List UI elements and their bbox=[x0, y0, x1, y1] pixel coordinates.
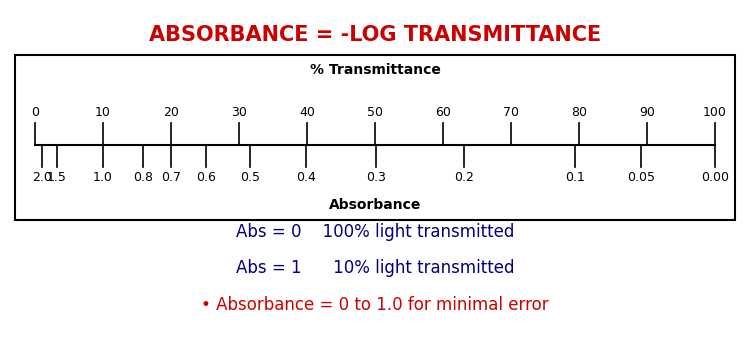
Text: 0.3: 0.3 bbox=[366, 171, 386, 184]
Text: 80: 80 bbox=[571, 106, 587, 119]
Text: 0.6: 0.6 bbox=[196, 171, 216, 184]
Text: 2.0: 2.0 bbox=[32, 171, 52, 184]
Text: 0.4: 0.4 bbox=[296, 171, 316, 184]
Text: 0.2: 0.2 bbox=[454, 171, 474, 184]
Text: 20: 20 bbox=[163, 106, 179, 119]
Text: 1.5: 1.5 bbox=[46, 171, 67, 184]
Text: 90: 90 bbox=[639, 106, 655, 119]
Text: 100: 100 bbox=[703, 106, 727, 119]
Text: 70: 70 bbox=[503, 106, 519, 119]
Text: % Transmittance: % Transmittance bbox=[310, 63, 440, 77]
Text: • Absorbance = 0 to 1.0 for minimal error: • Absorbance = 0 to 1.0 for minimal erro… bbox=[201, 296, 549, 314]
Text: 10: 10 bbox=[95, 106, 111, 119]
Text: 0.05: 0.05 bbox=[627, 171, 655, 184]
Text: Absorbance: Absorbance bbox=[328, 198, 422, 212]
Text: Abs = 0    100% light transmitted: Abs = 0 100% light transmitted bbox=[236, 223, 514, 241]
Text: 0.8: 0.8 bbox=[133, 171, 153, 184]
Text: 40: 40 bbox=[299, 106, 315, 119]
Text: ABSORBANCE = -LOG TRANSMITTANCE: ABSORBANCE = -LOG TRANSMITTANCE bbox=[148, 25, 602, 45]
Text: 0.1: 0.1 bbox=[566, 171, 585, 184]
Text: 0.5: 0.5 bbox=[240, 171, 260, 184]
Text: 0.7: 0.7 bbox=[160, 171, 181, 184]
Text: 1.0: 1.0 bbox=[93, 171, 113, 184]
Text: 50: 50 bbox=[367, 106, 383, 119]
Text: 0.00: 0.00 bbox=[701, 171, 729, 184]
Text: Abs = 1      10% light transmitted: Abs = 1 10% light transmitted bbox=[236, 259, 514, 277]
Text: 60: 60 bbox=[435, 106, 451, 119]
Bar bbox=[15, 55, 735, 220]
Text: 0: 0 bbox=[31, 106, 39, 119]
Text: 30: 30 bbox=[231, 106, 247, 119]
